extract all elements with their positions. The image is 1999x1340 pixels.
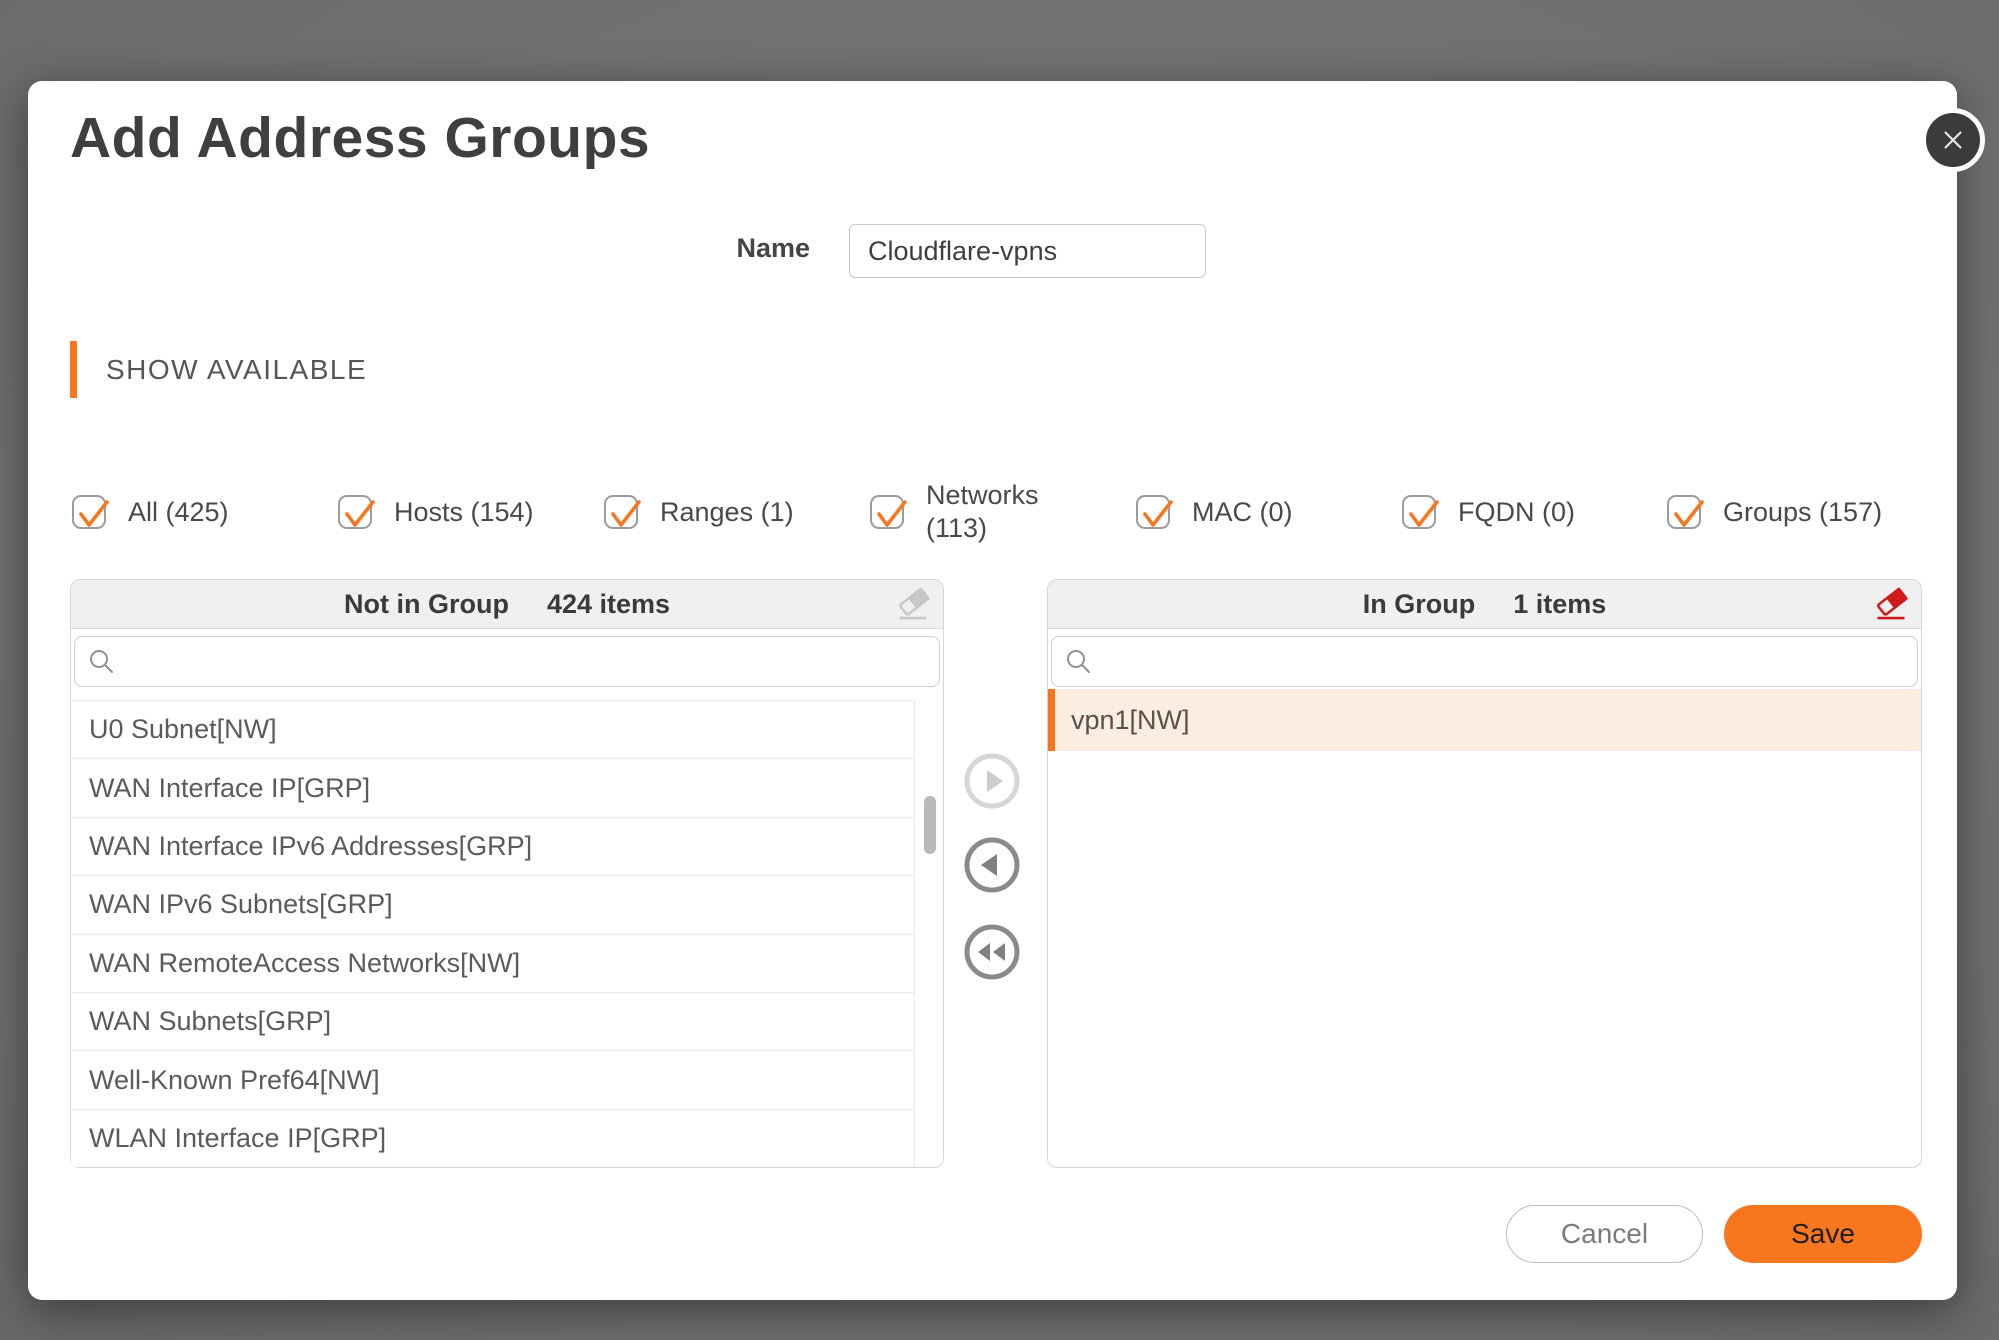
list-item[interactable]: WAN Interface IPv6 Addresses[GRP] — [71, 817, 914, 877]
filter-label: FQDN (0) — [1458, 496, 1575, 527]
save-button[interactable]: Save — [1724, 1205, 1922, 1263]
list-item-label: WAN IPv6 Subnets[GRP] — [89, 889, 393, 920]
filter-checkbox-hosts-154[interactable]: Hosts (154) — [338, 480, 534, 544]
arrow-left-icon — [964, 837, 1020, 893]
in-group-header: In Group 1 items — [1048, 580, 1921, 629]
panel-title: In Group — [1362, 588, 1476, 619]
list-item[interactable]: WAN IPv6 Subnets[GRP] — [71, 876, 914, 935]
eraser-icon — [899, 587, 931, 620]
in-group-list: vpn1[NW] — [1048, 689, 1921, 1167]
section-accent-bar — [70, 341, 77, 398]
panel-title: Not in Group — [343, 588, 509, 619]
in-group-panel: In Group 1 items vpn1[NW] — [1047, 579, 1922, 1168]
filter-label: Networks (113) — [926, 480, 1039, 543]
name-input[interactable] — [849, 224, 1206, 278]
move-all-left-button[interactable] — [963, 923, 1021, 981]
panel-item-count: 424 items — [546, 588, 671, 619]
transfer-controls — [963, 752, 1021, 981]
filter-label: All (425) — [128, 496, 229, 527]
left-search-box — [74, 636, 940, 687]
checkbox[interactable] — [1136, 495, 1173, 529]
list-item[interactable]: WAN Subnets[GRP] — [71, 992, 914, 1052]
check-icon — [1674, 500, 1704, 527]
filter-checkbox-all-425[interactable]: All (425) — [72, 480, 229, 544]
list-item-label: U0 Subnet[NW] — [89, 714, 277, 745]
filter-checkbox-mac-0[interactable]: MAC (0) — [1136, 480, 1293, 544]
list-item[interactable]: U0 Subnet[NW] — [71, 701, 914, 760]
list-item-label: Well-Known Pref64[NW] — [89, 1064, 380, 1095]
filter-checkbox-groups-157[interactable]: Groups (157) — [1667, 480, 1882, 544]
panel-item-count: 1 items — [1513, 588, 1607, 619]
move-right-button[interactable] — [963, 752, 1021, 810]
close-button[interactable] — [1921, 108, 1985, 172]
search-icon — [1067, 650, 1090, 673]
check-icon — [345, 500, 375, 527]
not-in-group-list: U0 Subnet[NW] WAN Interface IP[GRP] WAN In… — [71, 700, 915, 1167]
cancel-button[interactable]: Cancel — [1506, 1205, 1703, 1263]
dialog-title: Add Address Groups — [70, 106, 651, 170]
filter-label: Groups (157) — [1723, 496, 1883, 527]
checkbox[interactable] — [1402, 495, 1439, 529]
list-item-label: WAN Subnets[GRP] — [89, 1006, 332, 1037]
filter-label: Hosts (154) — [394, 496, 534, 527]
not-in-group-header: Not in Group 424 items — [71, 580, 943, 629]
close-icon — [1944, 131, 1962, 149]
eraser-icon — [1877, 587, 1909, 620]
checkbox[interactable] — [870, 495, 907, 529]
list-item-label: vpn1[NW] — [1071, 704, 1190, 735]
checkbox[interactable] — [72, 495, 109, 529]
search-icon — [90, 650, 113, 673]
clear-right-list-button[interactable] — [1873, 587, 1909, 623]
filter-checkbox-networks-113[interactable]: Networks (113) — [870, 480, 1058, 544]
list-item-label: WAN RemoteAccess Networks[NW] — [89, 947, 521, 978]
filter-checkbox-fqdn-0[interactable]: FQDN (0) — [1402, 480, 1575, 544]
left-search-input[interactable] — [115, 637, 939, 686]
left-list-scrollbar[interactable] — [924, 796, 936, 854]
check-icon — [877, 500, 907, 527]
list-item[interactable]: WLAN Interface IP[GRP] — [71, 1109, 914, 1167]
checkbox[interactable] — [1667, 495, 1704, 529]
name-field-label: Name — [736, 233, 810, 263]
list-item-label: WLAN Interface IP[GRP] — [89, 1122, 387, 1153]
list-item[interactable]: Well-Known Pref64[NW] — [71, 1051, 914, 1110]
right-search-box — [1051, 636, 1918, 687]
type-filter-row: All (425) Hosts (154) Ranges (1) Networks (… — [28, 480, 1957, 544]
list-item[interactable]: WAN RemoteAccess Networks[NW] — [71, 934, 914, 993]
filter-label: Ranges (1) — [660, 496, 794, 527]
right-search-input[interactable] — [1092, 637, 1917, 686]
arrow-right-icon — [964, 753, 1020, 809]
checkbox[interactable] — [338, 495, 375, 529]
section-header: SHOW AVAILABLE — [106, 354, 368, 385]
list-item-label: WAN Interface IP[GRP] — [89, 772, 371, 803]
checkbox[interactable] — [604, 495, 641, 529]
list-item-selected[interactable]: vpn1[NW] — [1048, 689, 1921, 751]
check-icon — [79, 500, 109, 527]
double-arrow-left-icon — [964, 924, 1020, 980]
add-address-groups-dialog: Add Address Groups Name SHOW AVAILABLE A… — [28, 81, 1985, 1300]
filter-checkbox-ranges-1[interactable]: Ranges (1) — [604, 480, 794, 544]
list-item-label: WAN Interface IPv6 Addresses[GRP] — [89, 830, 533, 861]
filter-label: MAC (0) — [1192, 496, 1293, 527]
check-icon — [1409, 500, 1439, 527]
move-left-button[interactable] — [963, 836, 1021, 894]
check-icon — [611, 500, 641, 527]
not-in-group-panel: Not in Group 424 items U0 Subnet[NW] WAN … — [70, 579, 944, 1168]
clear-left-list-button[interactable] — [895, 587, 931, 623]
list-item[interactable]: WAN Interface IP[GRP] — [71, 759, 914, 818]
check-icon — [1143, 500, 1173, 527]
